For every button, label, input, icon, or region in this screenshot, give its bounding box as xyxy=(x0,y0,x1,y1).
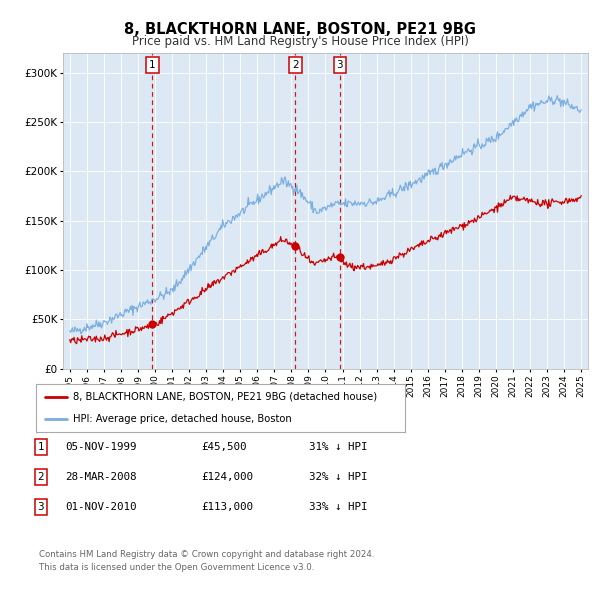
Text: £113,000: £113,000 xyxy=(201,502,253,512)
Text: £124,000: £124,000 xyxy=(201,472,253,481)
Text: Contains HM Land Registry data © Crown copyright and database right 2024.: Contains HM Land Registry data © Crown c… xyxy=(39,550,374,559)
Text: 8, BLACKTHORN LANE, BOSTON, PE21 9BG (detached house): 8, BLACKTHORN LANE, BOSTON, PE21 9BG (de… xyxy=(73,392,377,402)
Text: 8, BLACKTHORN LANE, BOSTON, PE21 9BG: 8, BLACKTHORN LANE, BOSTON, PE21 9BG xyxy=(124,22,476,37)
Text: 33% ↓ HPI: 33% ↓ HPI xyxy=(309,502,367,512)
Text: 05-NOV-1999: 05-NOV-1999 xyxy=(65,442,136,451)
Text: 01-NOV-2010: 01-NOV-2010 xyxy=(65,502,136,512)
Text: 3: 3 xyxy=(37,502,44,512)
Text: 1: 1 xyxy=(37,442,44,451)
Text: This data is licensed under the Open Government Licence v3.0.: This data is licensed under the Open Gov… xyxy=(39,563,314,572)
Text: 31% ↓ HPI: 31% ↓ HPI xyxy=(309,442,367,451)
Text: Price paid vs. HM Land Registry's House Price Index (HPI): Price paid vs. HM Land Registry's House … xyxy=(131,35,469,48)
Text: HPI: Average price, detached house, Boston: HPI: Average price, detached house, Bost… xyxy=(73,414,292,424)
Text: 1: 1 xyxy=(149,60,155,70)
Text: £45,500: £45,500 xyxy=(201,442,247,451)
Text: 28-MAR-2008: 28-MAR-2008 xyxy=(65,472,136,481)
Text: 2: 2 xyxy=(37,472,44,481)
Text: 32% ↓ HPI: 32% ↓ HPI xyxy=(309,472,367,481)
Text: 3: 3 xyxy=(337,60,343,70)
Text: 2: 2 xyxy=(292,60,299,70)
